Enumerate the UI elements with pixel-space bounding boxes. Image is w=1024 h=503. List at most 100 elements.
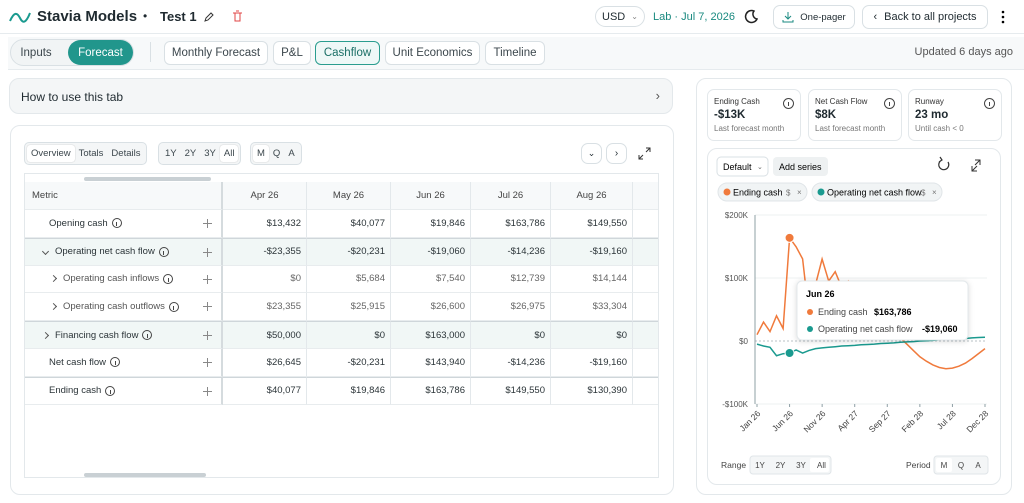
segment[interactable]: A <box>288 148 295 159</box>
series-chip[interactable] <box>717 182 808 202</box>
collapse-button[interactable]: ⌄ <box>581 143 602 164</box>
range-option[interactable]: All <box>817 461 826 470</box>
cell <box>633 376 658 405</box>
row-label: Operating net cash flow <box>25 237 223 266</box>
info-icon[interactable] <box>783 98 794 109</box>
segment[interactable]: 3Y <box>204 148 216 159</box>
column-header: Aug 26 <box>551 182 633 210</box>
segment[interactable]: All <box>219 145 239 162</box>
cell: -$19,160 <box>551 349 633 377</box>
range-option[interactable]: 3Y <box>796 461 806 470</box>
scrollbar[interactable] <box>84 177 211 181</box>
cell: $163,786 <box>471 210 551 238</box>
info-icon[interactable] <box>163 273 174 284</box>
add-series-button[interactable] <box>773 157 828 176</box>
info-icon[interactable] <box>158 246 169 257</box>
kpi-card: Ending Cash -$13K Last forecast month <box>707 89 801 141</box>
add-icon[interactable] <box>203 331 212 341</box>
cell <box>633 237 658 266</box>
add-icon[interactable] <box>203 358 212 367</box>
add-icon[interactable] <box>203 219 212 228</box>
x-tick-label: Feb 28 <box>899 408 925 434</box>
scrollbar[interactable] <box>84 473 206 477</box>
column-header: Jun 26 <box>391 182 471 210</box>
info-icon[interactable] <box>168 301 179 312</box>
x-tick-label: Jan 26 <box>737 408 762 433</box>
y-tick-label: -$100K <box>722 400 748 409</box>
preset-select[interactable] <box>716 156 769 177</box>
cell <box>633 266 658 294</box>
cell-text: Aug 26 <box>576 190 607 201</box>
cell-text: -$14,236 <box>507 246 545 258</box>
cell-text: Jun 26 <box>416 190 445 201</box>
range-option[interactable]: 1Y <box>755 461 765 470</box>
mode-tab[interactable]: Inputs <box>20 46 52 59</box>
info-icon[interactable] <box>884 98 895 109</box>
add-icon[interactable] <box>203 302 212 312</box>
info-icon[interactable] <box>111 218 122 229</box>
report-tab[interactable]: Monthly Forecast <box>164 41 268 65</box>
period-option[interactable]: A <box>975 461 981 470</box>
cell: $143,940 <box>391 349 471 377</box>
hover-dot <box>784 348 795 359</box>
report-tab[interactable]: Unit Economics <box>385 41 480 65</box>
add-icon[interactable] <box>203 386 212 396</box>
segment[interactable]: 2Y <box>184 148 197 159</box>
cell-text: $40,077 <box>266 385 301 397</box>
period-option[interactable]: M <box>941 461 948 470</box>
menu-icon[interactable] <box>1000 9 1006 25</box>
series-chip[interactable] <box>811 182 943 202</box>
info-icon[interactable] <box>142 330 153 341</box>
cell: -$14,236 <box>471 237 551 266</box>
segment[interactable]: Details <box>111 148 141 159</box>
cell-text: $33,304 <box>592 301 627 313</box>
column-header: May 26 <box>307 182 391 210</box>
header: Stavia Models • Test 1 USD ⌄ Lab · Jul 7,… <box>0 0 1024 34</box>
cell-text: $0 <box>616 329 627 341</box>
cell-text: $163,786 <box>425 385 465 397</box>
segment[interactable]: Q <box>272 148 281 159</box>
export-button[interactable]: One-pager <box>773 5 855 29</box>
report-tab[interactable]: Cashflow <box>315 41 380 65</box>
expand-icon[interactable] <box>971 159 981 172</box>
tooltip-value: -$19,060 <box>922 324 958 334</box>
cell-text: $19,846 <box>430 217 465 229</box>
cell-text: $149,550 <box>587 217 627 229</box>
back-button[interactable]: ‹ Back to all projects <box>862 5 988 29</box>
project-name[interactable]: Test 1 <box>160 9 197 24</box>
cell-text: $163,000 <box>425 329 465 341</box>
segment[interactable]: M <box>253 145 269 162</box>
cell: $149,550 <box>471 376 551 405</box>
add-icon[interactable] <box>203 274 212 284</box>
edit-icon[interactable] <box>203 11 215 23</box>
info-icon[interactable] <box>984 98 995 109</box>
theme-toggle[interactable] <box>744 9 759 24</box>
x-tick-label: Apr 27 <box>835 408 860 433</box>
kpi-note: Last forecast month <box>815 124 886 133</box>
cell-text: Ending cash <box>49 385 102 397</box>
add-icon[interactable] <box>203 247 212 257</box>
expand-icon[interactable] <box>638 147 651 160</box>
kpi-card: Net Cash Flow $8K Last forecast month <box>808 89 902 141</box>
period-option[interactable]: Q <box>958 461 964 470</box>
currency-select[interactable]: USD ⌄ <box>595 6 645 27</box>
segment[interactable]: Overview <box>27 145 75 162</box>
segment[interactable]: Totals <box>78 148 104 159</box>
info-icon[interactable] <box>110 357 121 368</box>
refresh-icon[interactable] <box>938 156 950 171</box>
help-bar[interactable]: How to use this tab › <box>9 78 673 114</box>
mode-tab[interactable]: Forecast <box>68 40 133 65</box>
cell: $0 <box>471 321 551 349</box>
delete-icon[interactable] <box>232 10 243 22</box>
range-option[interactable]: 2Y <box>776 461 786 470</box>
info-icon[interactable] <box>105 385 116 396</box>
chip-remove[interactable]: × <box>797 188 802 197</box>
cell: -$20,231 <box>307 237 391 266</box>
cell: $26,645 <box>223 349 307 377</box>
chip-remove[interactable]: × <box>932 188 937 197</box>
next-button[interactable]: › <box>606 143 627 164</box>
report-tab[interactable]: P&L <box>273 41 311 65</box>
logo <box>9 12 31 23</box>
segment[interactable]: 1Y <box>165 148 177 159</box>
report-tab[interactable]: Timeline <box>485 41 545 65</box>
